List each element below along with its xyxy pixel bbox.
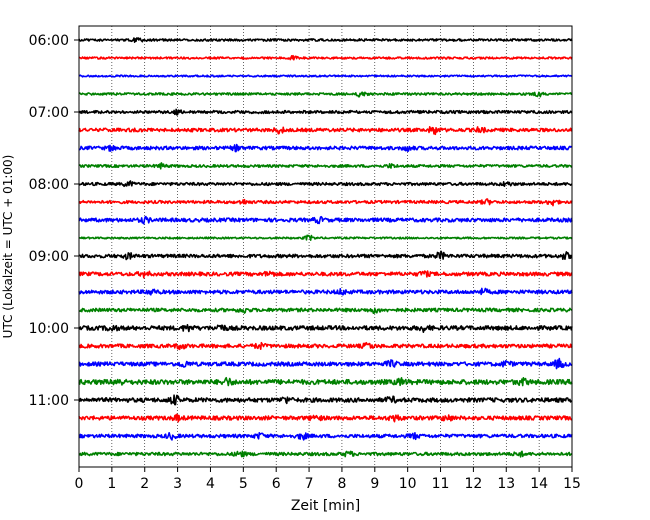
trace-0845	[78, 234, 573, 241]
trace-0800	[78, 180, 573, 188]
x-tick-label-11: 11	[432, 476, 450, 492]
y-tick-label-1: 07:00	[29, 105, 69, 121]
x-tick-label-7: 7	[305, 476, 314, 492]
x-axis-ticks: 0 1 2 3 4 5 6 7 8 9 10 11 12 13 14 15	[75, 467, 581, 492]
trace-1015	[78, 341, 573, 351]
trace-0615	[78, 54, 573, 61]
trace-1115	[78, 413, 573, 423]
trace-0915	[78, 270, 573, 279]
trace-0600	[78, 37, 573, 44]
trace-0700	[78, 108, 573, 116]
trace-0645	[78, 91, 573, 98]
trace-0900	[78, 250, 573, 261]
y-axis-title: UTC (Lokalzeit = UTC + 01:00)	[1, 155, 15, 339]
y-tick-label-4: 10:00	[29, 321, 69, 337]
trace-1100	[78, 394, 573, 406]
trace-1030	[78, 357, 573, 370]
trace-0945	[78, 307, 573, 315]
trace-1130	[78, 431, 573, 441]
trace-0745	[78, 162, 573, 170]
x-tick-label-12: 12	[464, 476, 482, 492]
x-tick-label-4: 4	[206, 476, 215, 492]
x-tick-label-0: 0	[75, 476, 84, 492]
trace-1000	[78, 323, 573, 333]
seismic-traces	[78, 37, 573, 458]
trace-1145	[78, 450, 573, 458]
y-tick-label-2: 08:00	[29, 177, 69, 193]
x-tick-label-5: 5	[239, 476, 248, 492]
y-tick-label-5: 11:00	[29, 393, 69, 409]
x-tick-label-8: 8	[337, 476, 346, 492]
trace-0630	[78, 74, 573, 78]
y-axis-ticks: 06:00 07:00 08:00 09:00 10:00 11:00	[29, 33, 79, 409]
x-tick-label-1: 1	[107, 476, 116, 492]
trace-1045	[78, 376, 573, 387]
x-tick-label-14: 14	[530, 476, 548, 492]
x-tick-label-6: 6	[272, 476, 281, 492]
x-tick-label-2: 2	[140, 476, 149, 492]
trace-0815	[78, 198, 573, 207]
x-tick-label-10: 10	[399, 476, 417, 492]
trace-0830	[78, 215, 573, 225]
plot-frame	[78, 25, 573, 468]
y-tick-label-3: 09:00	[29, 249, 69, 265]
x-tick-label-9: 9	[370, 476, 379, 492]
x-tick-label-15: 15	[563, 476, 581, 492]
trace-0930	[78, 287, 573, 296]
trace-0730	[78, 143, 573, 153]
x-tick-label-3: 3	[173, 476, 182, 492]
x-tick-label-13: 13	[497, 476, 515, 492]
y-tick-label-0: 06:00	[29, 33, 69, 49]
x-axis-title: Zeit [min]	[291, 498, 360, 514]
trace-0715	[78, 126, 573, 136]
